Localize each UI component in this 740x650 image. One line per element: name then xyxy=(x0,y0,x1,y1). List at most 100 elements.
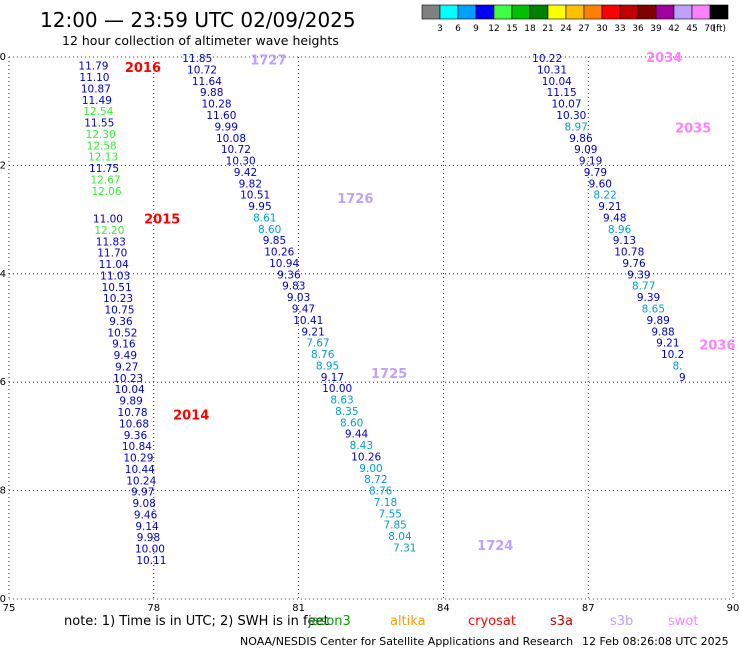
satellite-key-altika: altika xyxy=(390,614,426,629)
chart-title: 12:00 — 23:59 UTC 02/09/2025 xyxy=(40,8,356,32)
swh-data-label: 9.21 xyxy=(656,338,679,350)
pass-number-label: 2014 xyxy=(173,409,209,424)
swh-data-label: 10.11 xyxy=(136,555,166,567)
swh-data-label: 9.83 xyxy=(282,281,305,293)
swh-data-label: 8.97 xyxy=(564,121,587,133)
footer-timestamp: 12 Feb 08:26:08 UTC 2025 xyxy=(582,635,729,648)
footer: note: 1) Time is in UTC; 2) SWH is in fe… xyxy=(64,614,729,648)
swh-data-label: 11.64 xyxy=(192,76,222,88)
swh-data-label: 11.00 xyxy=(93,214,123,226)
x-tick-label: 84 xyxy=(437,603,450,614)
satellite-key-s3a: s3a xyxy=(550,614,573,629)
x-tick-label: 75 xyxy=(3,603,16,614)
series-s3b: 11.8510.7211.649.8810.2811.609.9910.0810… xyxy=(182,53,416,554)
legend-bin-label: 6 xyxy=(455,24,461,34)
legend-swatch xyxy=(493,4,513,20)
satellite-key-s3b: s3b xyxy=(610,614,633,629)
swh-data-label: 10.00 xyxy=(322,383,352,395)
swh-data-label: 8.35 xyxy=(335,406,358,418)
swh-data-label: 10.00 xyxy=(135,544,165,556)
swh-data-label: 9.60 xyxy=(589,178,612,190)
swh-data-label: 11.83 xyxy=(96,236,126,248)
grid xyxy=(8,56,734,600)
swh-data-label: 11.79 xyxy=(78,61,108,73)
swh-data-label: 10.2 xyxy=(661,349,684,361)
swh-data-label: 9.99 xyxy=(215,121,238,133)
legend-bin-label: 30 xyxy=(596,24,608,34)
swh-data-label: 8.96 xyxy=(608,224,632,236)
legend-swatch xyxy=(673,4,693,20)
swh-data-label: 10.04 xyxy=(115,384,145,396)
swh-data-label: 9.48 xyxy=(603,212,626,224)
swh-data-label: 8.60 xyxy=(258,224,281,236)
data-points: 11.7911.1010.8711.4912.5411.5512.3012.58… xyxy=(78,53,685,567)
swh-data-label: 12.30 xyxy=(86,129,116,141)
swh-data-label: 8.65 xyxy=(642,303,665,315)
swh-data-label: 10.30 xyxy=(226,156,256,168)
swh-data-label: 10.26 xyxy=(351,451,381,463)
swh-data-label: 10.72 xyxy=(221,144,251,156)
swh-data-label: 10.28 xyxy=(202,99,232,111)
swh-data-label: 8.60 xyxy=(340,417,363,429)
satellite-key-jason3: jason3 xyxy=(307,614,351,629)
swh-data-label: 9.16 xyxy=(112,339,136,351)
swh-data-label: 10.78 xyxy=(118,407,148,419)
series-jason3: 11.7911.1010.8711.4912.5411.5512.3012.58… xyxy=(78,61,166,567)
swh-data-label: 10.26 xyxy=(264,247,294,259)
pass-number-label: 1727 xyxy=(250,54,286,69)
swh-data-label: 8.22 xyxy=(593,190,616,202)
pass-labels: 2016 2015 2014 1727 1726 1725 1724 2034 2035 2036 xyxy=(125,51,736,554)
legend-bin-label: 33 xyxy=(614,24,625,34)
swh-data-label: 10.84 xyxy=(122,441,152,453)
swh-data-label: 9.08 xyxy=(132,498,155,510)
x-tick-label: 81 xyxy=(292,603,305,614)
pass-number-label: 2034 xyxy=(646,51,682,66)
swh-data-label: 12.67 xyxy=(91,174,121,186)
swh-data-label: 10.31 xyxy=(537,64,567,76)
satellite-key-cryosat: cryosat xyxy=(468,614,516,629)
swh-data-label: 7.55 xyxy=(379,508,402,520)
swh-data-label: 9.85 xyxy=(263,235,286,247)
swh-data-label: 9.79 xyxy=(584,167,607,179)
swh-data-label: 8.04 xyxy=(388,531,412,543)
swh-data-label: 11.15 xyxy=(547,87,577,99)
satellite-key-swot: swot xyxy=(668,614,698,629)
swh-data-label: 9.89 xyxy=(646,315,669,327)
legend-bin-label: 18 xyxy=(524,24,536,34)
legend-bin-label: 70 xyxy=(704,24,716,34)
legend-swatch xyxy=(475,4,495,20)
swh-data-label: 9.09 xyxy=(574,144,597,156)
swh-data-label: 11.55 xyxy=(84,118,114,130)
legend-bin-label: 27 xyxy=(578,24,589,34)
swh-data-label: 10.23 xyxy=(103,293,133,305)
legend-swatch xyxy=(601,4,621,20)
swh-data-label: 8.43 xyxy=(350,440,373,452)
swh-data-label: 9.39 xyxy=(627,269,650,281)
axis-ticks: 75 78 81 84 87 90 -50 -52 -54 -56 -58 -60 xyxy=(0,52,739,614)
swh-data-label: 10.07 xyxy=(551,99,581,111)
swh-data-label: 9.03 xyxy=(287,292,310,304)
y-tick-label: -52 xyxy=(0,160,6,171)
pass-number-label: 1724 xyxy=(477,539,513,554)
pass-number-label: 2016 xyxy=(125,61,161,76)
legend-bin-label: 39 xyxy=(650,24,662,34)
swh-data-label: 8.63 xyxy=(330,395,353,407)
y-tick-label: -60 xyxy=(0,594,6,605)
legend-swatch xyxy=(583,4,603,20)
swh-data-label: 9.88 xyxy=(651,326,674,338)
swh-data-label: 8.77 xyxy=(632,281,655,293)
swh-data-label: 9.21 xyxy=(598,201,621,213)
swh-data-label: 9 xyxy=(679,372,686,384)
swh-data-label: 11.49 xyxy=(82,95,112,107)
swh-data-label: 10.78 xyxy=(614,247,644,259)
legend-bin-label: 42 xyxy=(668,24,679,34)
swh-data-label: 9.36 xyxy=(277,269,301,281)
pass-number-label: 2015 xyxy=(144,213,180,228)
color-legend: 3 6 9 12 15 18 21 24 27 30 33 36 39 42 45 70(ft) xyxy=(421,4,729,34)
legend-bin-label: 24 xyxy=(560,24,572,34)
footer-credit: NOAA/NESDIS Center for Satellite Applica… xyxy=(240,635,573,648)
legend-bin-label: 12 xyxy=(488,24,499,34)
swh-data-label: 9.00 xyxy=(359,463,382,475)
legend-swatch xyxy=(439,4,459,20)
